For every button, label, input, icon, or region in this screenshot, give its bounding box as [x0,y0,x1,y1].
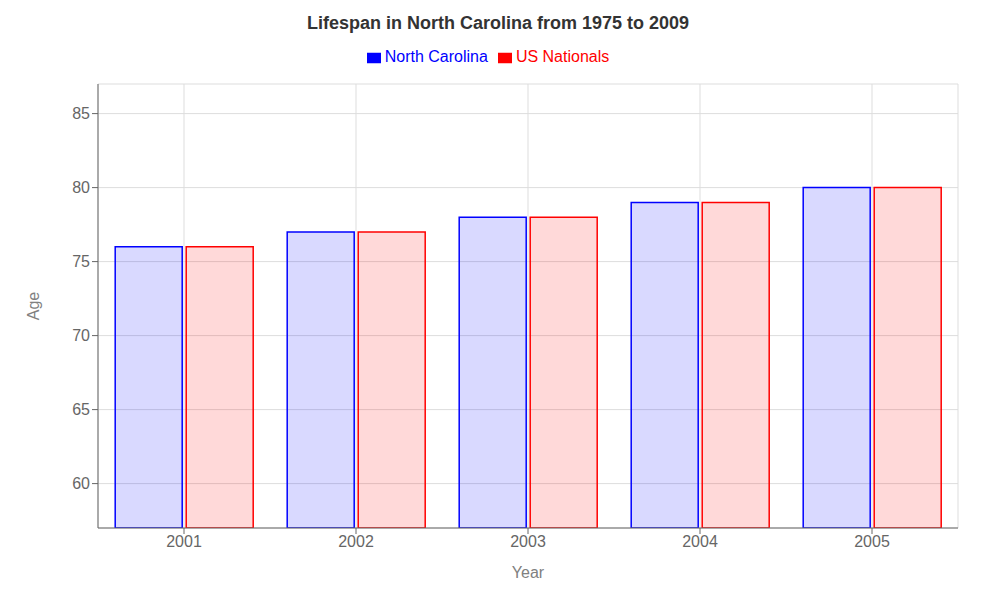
svg-text:70: 70 [72,327,90,344]
svg-text:75: 75 [72,253,90,270]
svg-text:80: 80 [72,179,90,196]
svg-text:85: 85 [72,105,90,122]
html-text:Lifespan in North Carolina fro: Lifespan in North Carolina from 1975 to … [306,13,689,33]
svg-text:2005: 2005 [854,533,890,550]
svg-text:65: 65 [72,401,90,418]
svg-text:Age: Age [25,292,42,321]
svg-text:2001: 2001 [166,533,202,550]
svg-text:Year: Year [512,564,545,581]
html-text:North Carolina: North Carolina [384,48,488,65]
svg-text:2003: 2003 [510,533,546,550]
html-text:US Nationals: US Nationals [515,48,610,65]
svg-text:2002: 2002 [338,533,374,550]
svg-text:2004: 2004 [682,533,718,550]
svg-text:60: 60 [72,475,90,492]
